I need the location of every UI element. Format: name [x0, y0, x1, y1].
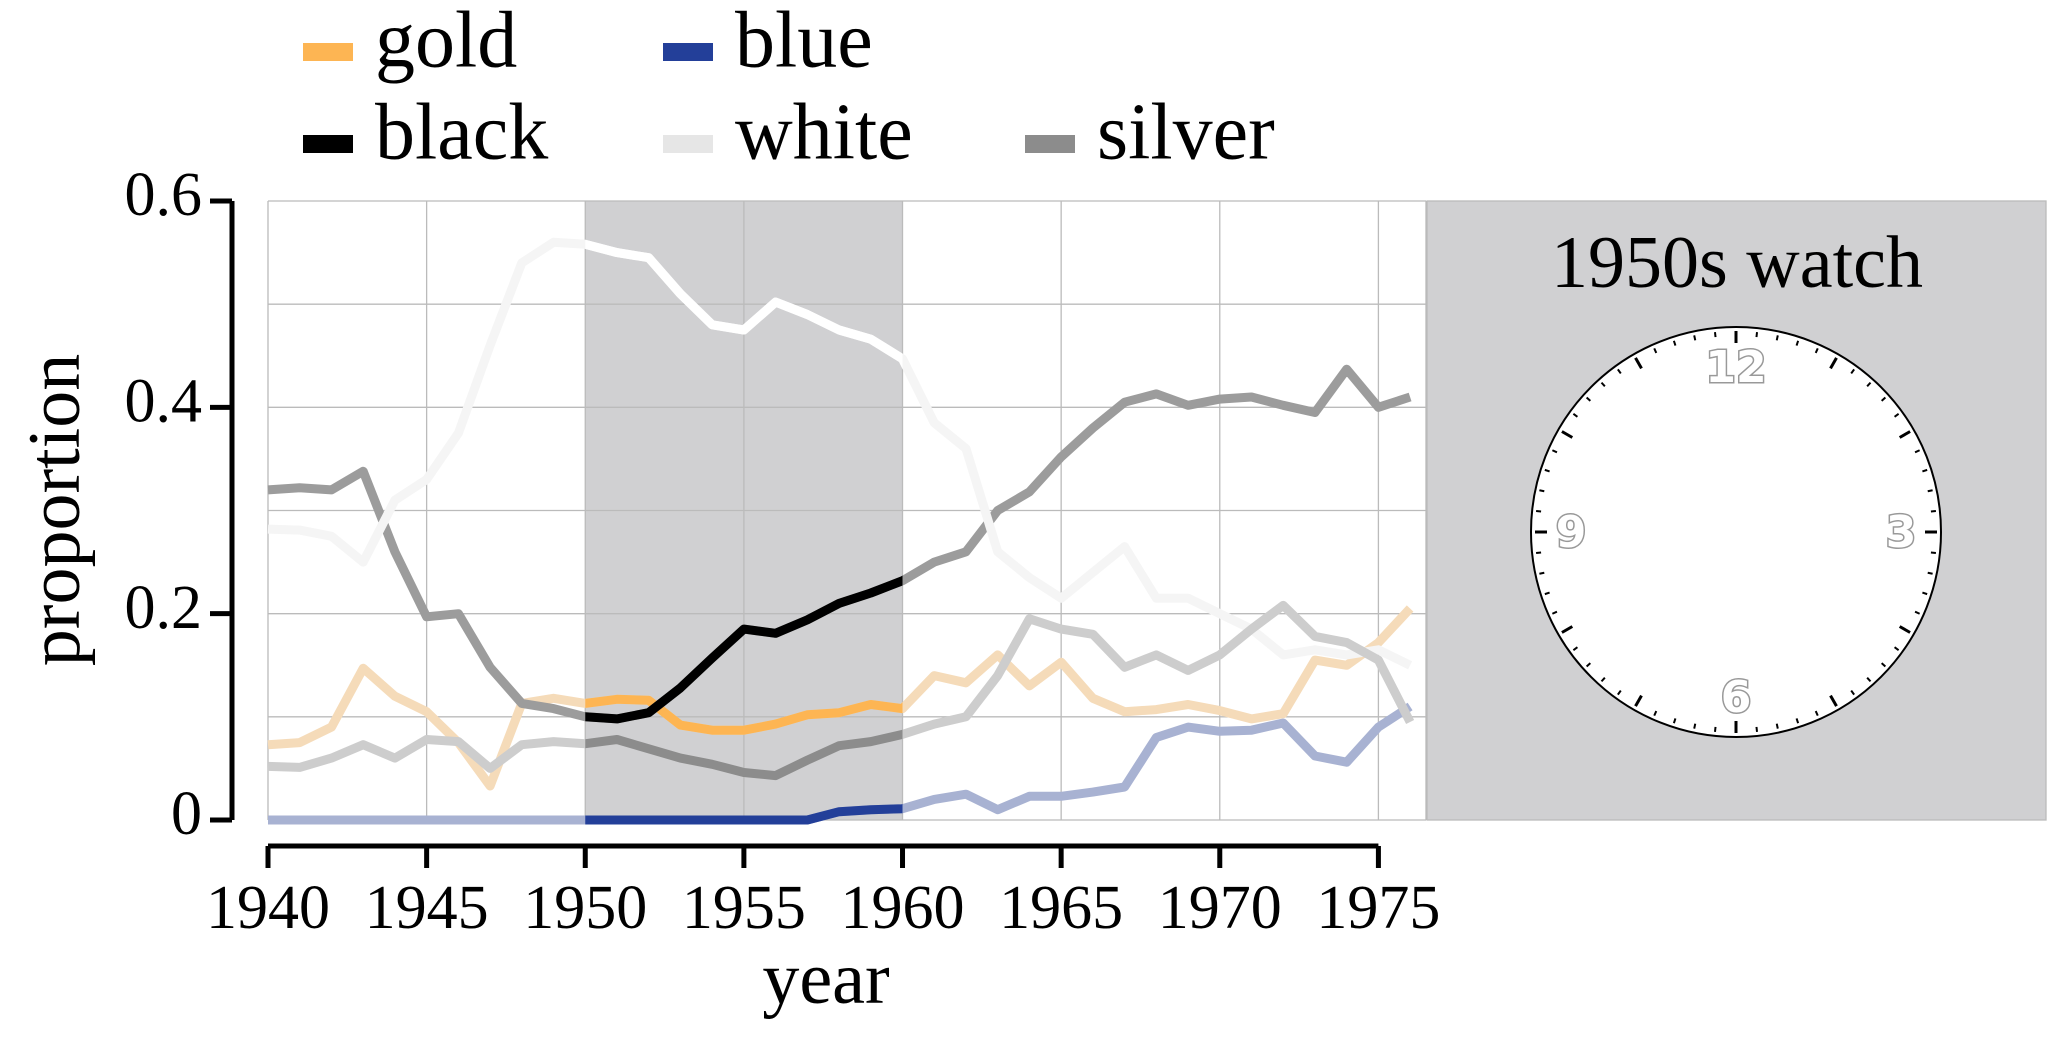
clock-tick — [1829, 357, 1838, 370]
clock-tick — [1814, 710, 1819, 717]
x-tick-label: 1945 — [365, 874, 489, 942]
series-line — [585, 804, 903, 825]
legend-label: blue — [735, 0, 873, 84]
clock-tick — [1561, 430, 1574, 439]
clock-numeral: 9 — [1556, 507, 1587, 558]
y-tick-label: 0.4 — [125, 368, 203, 436]
clock-numeral: 12 — [1705, 342, 1766, 393]
clock-face — [1530, 326, 1942, 738]
x-tick-label: 1955 — [682, 874, 806, 942]
y-tick-label: 0 — [171, 780, 202, 848]
clock-tick — [1539, 571, 1545, 575]
clock-tick — [1572, 646, 1579, 651]
panel-title: 1950s watch — [1551, 222, 1923, 304]
x-tick-label: 1970 — [1158, 874, 1282, 942]
legend-swatch — [663, 135, 713, 153]
clock-tick — [1850, 689, 1855, 696]
clock-tick — [1922, 468, 1928, 473]
legend-swatch — [303, 135, 353, 153]
clock-tick — [1600, 676, 1606, 683]
clock-tick — [1922, 591, 1928, 596]
clock-tick — [1551, 610, 1558, 615]
clock-tick — [1544, 591, 1550, 596]
y-tick-label: 0.6 — [125, 161, 203, 229]
clock-numeral: 3 — [1886, 507, 1917, 558]
clock-tick — [1617, 689, 1622, 696]
clock-tick — [1914, 449, 1921, 454]
x-tick-label: 1950 — [523, 874, 647, 942]
clock-tick — [1585, 396, 1592, 402]
clock-tick — [1755, 726, 1759, 733]
clock-tick — [1693, 723, 1697, 729]
clock-tick — [1866, 381, 1872, 388]
x-tick-label: 1960 — [841, 874, 965, 942]
clock-tick — [1672, 718, 1677, 724]
clock-tick — [1880, 396, 1887, 402]
clock-tick — [1898, 625, 1911, 634]
clock-tick — [1713, 726, 1717, 733]
series-line — [585, 239, 903, 369]
clock-tick — [1653, 347, 1658, 354]
clock-tick — [1544, 468, 1550, 473]
legend-label: gold — [375, 0, 517, 84]
clock-tick — [1535, 509, 1542, 513]
clock-tick — [1795, 340, 1800, 346]
y-axis-label: proportion — [14, 354, 96, 666]
x-tick-label: 1940 — [206, 874, 330, 942]
clock-tick — [1850, 368, 1855, 375]
clock-tick — [1600, 381, 1606, 388]
x-axis-label: year — [762, 938, 889, 1020]
legend-label: white — [735, 88, 913, 176]
clock-tick — [1927, 489, 1933, 493]
y-tick-label: 0.2 — [125, 574, 203, 642]
clock-tick — [1693, 335, 1697, 341]
clock-tick — [1898, 430, 1911, 439]
clock-numeral: 6 — [1721, 672, 1752, 723]
clock-tick — [1617, 368, 1622, 375]
series-line — [585, 694, 903, 735]
x-tick-label: 1975 — [1316, 874, 1440, 942]
clock-tick — [1893, 646, 1900, 651]
clock-tick — [1775, 335, 1779, 341]
clock-tick — [1880, 662, 1887, 668]
legend-swatch — [303, 43, 353, 61]
clock-tick — [1585, 662, 1592, 668]
legend-swatch — [663, 43, 713, 61]
clock-tick — [1914, 610, 1921, 615]
clock-tick — [1814, 347, 1819, 354]
clock-tick — [1893, 413, 1900, 418]
clock-tick — [1927, 571, 1933, 575]
clock-tick — [1672, 340, 1677, 346]
clock-tick — [1535, 551, 1542, 555]
clock-tick — [1795, 718, 1800, 724]
clock-tick — [1551, 449, 1558, 454]
legend-label: black — [375, 88, 548, 176]
clock-tick — [1572, 413, 1579, 418]
clock-tick — [1539, 489, 1545, 493]
clock-tick — [1775, 723, 1779, 729]
clock-tick — [1829, 694, 1838, 707]
clock-tick — [1634, 357, 1643, 370]
clock-tick — [1653, 710, 1658, 717]
clock-tick — [1930, 509, 1937, 513]
series-line — [585, 575, 903, 724]
clock-tick — [1713, 331, 1717, 338]
x-tick-label: 1965 — [999, 874, 1123, 942]
series-line — [585, 729, 903, 781]
clock-tick — [1930, 551, 1937, 555]
clock-tick — [1755, 331, 1759, 338]
legend-label: silver — [1097, 88, 1275, 176]
clock-tick — [1561, 625, 1574, 634]
legend-swatch — [1025, 135, 1075, 153]
clock-tick — [1866, 676, 1872, 683]
clock-tick — [1634, 694, 1643, 707]
